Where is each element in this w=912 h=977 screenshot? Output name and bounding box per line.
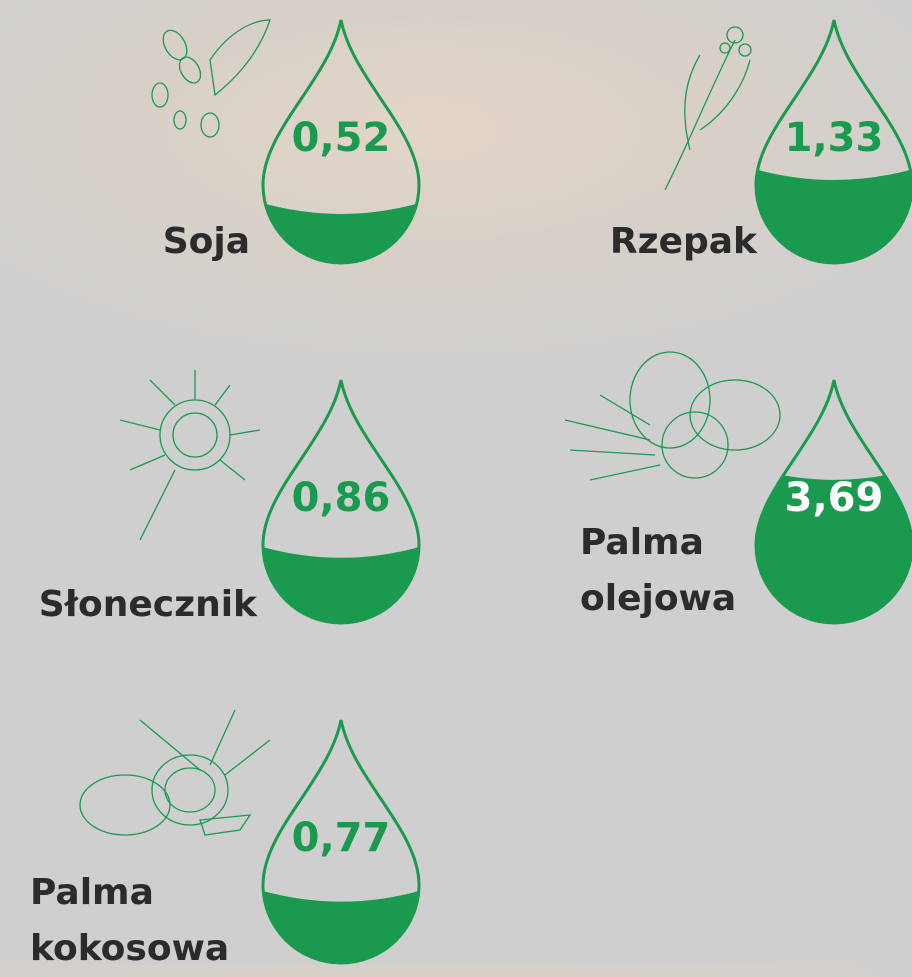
category-label: Rzepak xyxy=(609,221,757,262)
value-label: 0,52 xyxy=(292,115,391,161)
oil-palm-sketch xyxy=(564,351,781,481)
drop-fill xyxy=(263,196,419,263)
drop-fill xyxy=(756,462,912,623)
value-label: 1,33 xyxy=(785,115,884,161)
category-label: Palma kokosowa xyxy=(30,872,230,969)
sunflower-sketch xyxy=(119,370,261,541)
value-label: 3,69 xyxy=(785,475,884,521)
drop-fill xyxy=(263,884,419,963)
illustrations xyxy=(79,19,781,836)
value-label: 0,86 xyxy=(292,475,391,521)
category-label: Soja xyxy=(162,221,250,262)
drop-fill xyxy=(263,540,419,623)
coconut-sketch xyxy=(79,709,271,836)
soy-sketch xyxy=(151,19,271,138)
category-label: Palma olejowa xyxy=(580,522,737,619)
drop-fill xyxy=(756,162,912,263)
value-label: 0,77 xyxy=(292,815,391,861)
category-label: Słonecznik xyxy=(38,584,257,625)
rapeseed-sketch xyxy=(664,26,752,191)
